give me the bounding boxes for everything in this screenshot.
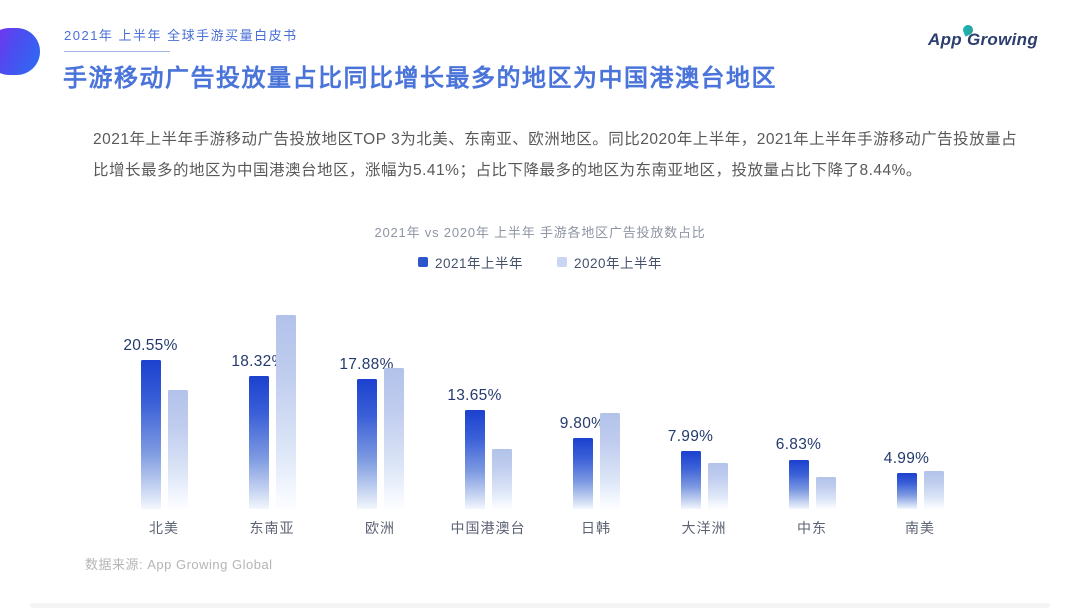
bar-2021 — [680, 451, 701, 509]
bar-chart: 20.55% 北美 18.32% 东南亚 17.88% 欧洲 13.65% 中国港澳台 9.80… — [110, 290, 974, 540]
bar-group-5: 9.80% 日韩 — [542, 290, 650, 540]
value-label-2021: 18.32% — [231, 353, 286, 371]
bar-2020 — [599, 412, 620, 509]
report-name: 2021年 上半年 全球手游买量白皮书 — [64, 28, 298, 43]
chart-legend: 2021年上半年 2020年上半年 — [0, 252, 1080, 272]
logo-text-rowing: rowing — [980, 30, 1038, 49]
legend-marker-2021 — [417, 257, 428, 267]
bar-2020 — [923, 471, 944, 509]
summary-paragraph: 2021年上半年手游移动广告投放地区TOP 3为北美、东南亚、欧洲地区。同比20… — [93, 124, 1017, 186]
chart-title: 2021年 vs 2020年 上半年 手游各地区广告投放数占比 — [374, 225, 706, 240]
category-label: 中东 — [797, 520, 827, 536]
bar-2020 — [383, 367, 404, 509]
bar-group-8: 4.99% 南美 — [866, 290, 974, 540]
bar-2021 — [140, 360, 161, 509]
page-title: 手游移动广告投放量占比同比增长最多的地区为中国港澳台地区 — [63, 65, 777, 92]
bar-2020 — [275, 315, 296, 509]
legend-item-2021: 2021年上半年 — [417, 252, 523, 272]
logo-text-app: App — [928, 30, 962, 49]
value-label-2021: 17.88% — [339, 356, 394, 374]
legend-item-2020: 2020年上半年 — [557, 252, 662, 272]
legend-label-2020: 2020年上半年 — [574, 256, 663, 271]
bar-2021 — [248, 376, 269, 509]
bar-2020 — [815, 477, 836, 509]
bar-2020 — [707, 463, 728, 509]
category-label: 中国港澳台 — [450, 520, 526, 536]
bar-2021 — [464, 410, 485, 509]
category-label: 欧洲 — [365, 520, 395, 536]
category-label: 东南亚 — [249, 520, 295, 536]
value-label-2021: 6.83% — [775, 436, 822, 454]
category-label: 南美 — [905, 520, 935, 536]
bar-2021 — [572, 437, 593, 509]
bar-group-4: 13.65% 中国港澳台 — [434, 290, 542, 540]
bar-2020 — [167, 390, 188, 509]
legend-marker-2020 — [557, 257, 567, 267]
bar-group-7: 6.83% 中东 — [758, 290, 866, 540]
category-label: 北美 — [149, 520, 179, 536]
app-growing-logo: App Growing — [928, 23, 1038, 54]
bar-group-2: 18.32% 东南亚 — [218, 290, 326, 540]
bar-2021 — [788, 459, 809, 509]
data-source: 数据来源: App Growing Global — [85, 557, 273, 572]
bar-2021 — [896, 472, 917, 509]
bar-group-6: 7.99% 大洋洲 — [650, 290, 758, 540]
bar-group-3: 17.88% 欧洲 — [326, 290, 434, 540]
summary-line-1: 2021年上半年手游移动广告投放地区TOP 3为北美、东南亚、欧洲地区。同比20… — [93, 131, 1018, 148]
value-label-2021: 9.80% — [559, 414, 606, 432]
logo-letter-g: G — [961, 23, 981, 50]
value-label-2021: 13.65% — [447, 387, 502, 405]
value-label-2021: 20.55% — [123, 337, 178, 355]
value-label-2021: 7.99% — [667, 428, 714, 446]
page-bottom-edge — [30, 603, 1050, 608]
bar-2020 — [491, 449, 512, 509]
header-accent-blob — [0, 28, 40, 75]
legend-label-2021: 2021年上半年 — [434, 256, 523, 271]
category-label: 大洋洲 — [681, 520, 727, 536]
value-label-2021: 4.99% — [883, 449, 930, 467]
category-label: 日韩 — [581, 520, 611, 536]
bar-group-1: 20.55% 北美 — [110, 290, 218, 540]
bar-2021 — [356, 379, 377, 509]
report-name-underline — [64, 51, 170, 52]
summary-line-2: 比增长最多的地区为中国港澳台地区，涨幅为5.41%；占比下降最多的地区为东南亚地… — [93, 162, 922, 179]
